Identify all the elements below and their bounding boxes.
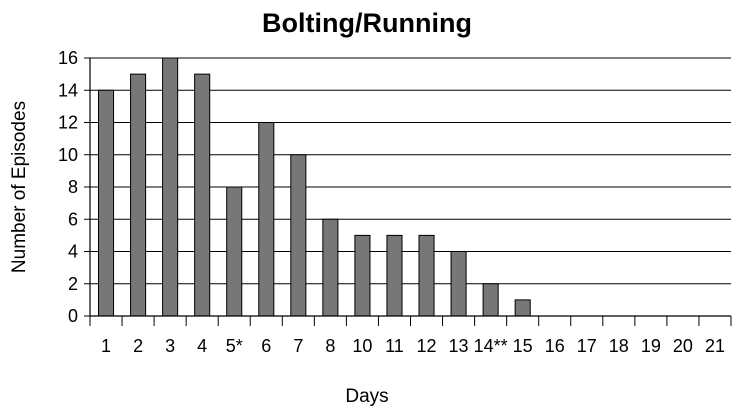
x-tick-label: 2 (133, 336, 143, 356)
y-tick-label: 10 (58, 145, 78, 165)
x-tick-label: 12 (417, 336, 437, 356)
y-tick-label: 4 (68, 242, 78, 262)
bar (130, 73, 147, 317)
x-tick-label: 3 (165, 336, 175, 356)
axes (84, 57, 732, 326)
bar (194, 73, 211, 317)
y-tick-label: 0 (68, 306, 78, 326)
x-tick-label: 6 (261, 336, 271, 356)
bar (322, 218, 339, 317)
gridlines (90, 57, 731, 285)
x-tick-label: 15 (513, 336, 533, 356)
y-tick-label: 8 (68, 177, 78, 197)
bar (226, 186, 243, 317)
x-tick-labels: 1 2 3 4 5* 6 7 8 10 11 12 13 14** 15 16 17 18 19 20 21 (101, 336, 725, 356)
bar (162, 57, 179, 317)
y-tick-label: 2 (68, 274, 78, 294)
x-tick-label: 13 (449, 336, 469, 356)
y-tick-label: 12 (58, 113, 78, 133)
x-tick-label: 7 (293, 336, 303, 356)
x-tick-label: 21 (705, 336, 725, 356)
y-tick-label: 16 (58, 48, 78, 68)
bar (258, 122, 275, 317)
bar (97, 89, 115, 317)
bar (354, 234, 371, 317)
bar (386, 234, 403, 317)
bar (450, 251, 467, 317)
x-tick-label: 16 (545, 336, 565, 356)
x-axis-label: Days (345, 386, 389, 407)
bar (482, 283, 499, 317)
y-tick-label: 14 (58, 80, 78, 100)
y-tick-label: 6 (68, 209, 78, 229)
x-tick-label: 17 (577, 336, 597, 356)
x-tick-label: 14** (474, 336, 508, 356)
x-tick-label: 8 (325, 336, 335, 356)
chart-title: Bolting/Running (262, 8, 472, 38)
x-tick-label: 20 (673, 336, 693, 356)
x-tick-label: 18 (609, 336, 629, 356)
x-tick-label: 11 (385, 336, 404, 356)
x-tick-label: 19 (641, 336, 661, 356)
x-tick-label: 5* (226, 336, 243, 356)
y-tick-labels: 0 2 4 6 8 10 12 14 16 (58, 48, 78, 326)
bar (418, 234, 435, 317)
x-tick-label: 1 (101, 336, 111, 356)
bar (514, 299, 531, 317)
x-tick-label: 4 (197, 336, 207, 356)
x-tick-label: 10 (352, 336, 372, 356)
bar (290, 154, 307, 317)
bars (97, 57, 531, 317)
